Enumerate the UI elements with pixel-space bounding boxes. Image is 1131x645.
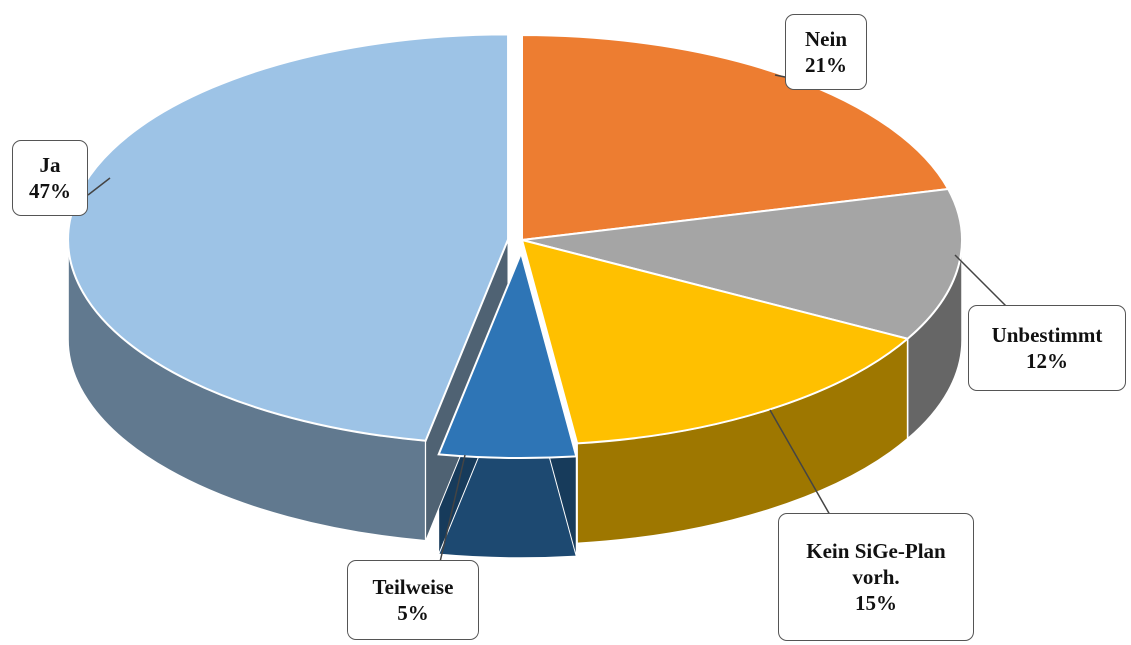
label-category: Ja (39, 152, 61, 177)
data-label: Unbestimmt 12% (968, 305, 1126, 391)
label-value: 5% (397, 601, 429, 625)
data-label: Teilweise 5% (347, 560, 479, 640)
label-value: 15% (855, 591, 897, 616)
label-category: Unbestimmt (991, 322, 1103, 347)
data-label: Kein SiGe-Plan vorh. 15% (778, 513, 974, 641)
leader-line (769, 409, 831, 516)
leader-line (87, 177, 111, 196)
slice (521, 187, 963, 340)
slice (437, 249, 578, 460)
slice (520, 238, 910, 445)
label-value: 47% (29, 179, 71, 203)
slice (67, 33, 510, 442)
data-label: Ja 47% (12, 140, 88, 216)
leader-line (954, 254, 1011, 311)
data-label: Nein 21% (785, 14, 867, 90)
label-category: Kein SiGe-Plan vorh. (806, 538, 946, 589)
leader-line (439, 454, 466, 563)
label-category: Nein (805, 26, 847, 51)
label-category: Teilweise (372, 574, 454, 599)
label-value: 12% (1026, 349, 1068, 373)
label-value: 21% (805, 53, 847, 77)
